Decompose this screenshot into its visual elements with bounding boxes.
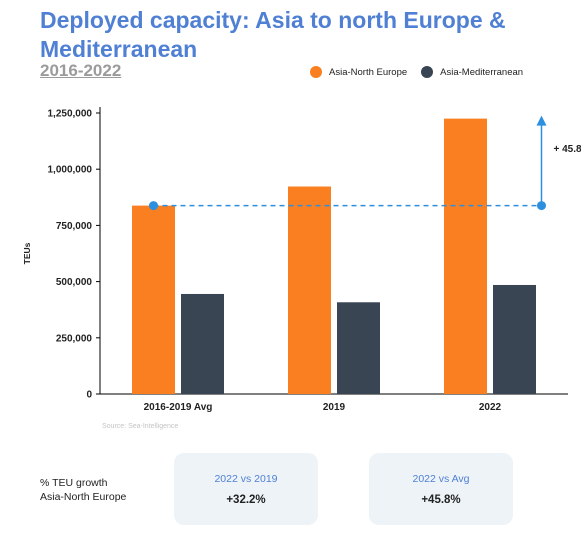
growth-card-value: +45.8%	[421, 494, 461, 506]
legend-item-asia-mediterranean: Asia-Mediterranean	[421, 66, 523, 78]
y-tick-label: 1,000,000	[48, 165, 93, 176]
growth-card-value: +32.2%	[226, 494, 266, 506]
bar-asia-mediterranean	[337, 302, 380, 394]
bar-asia-mediterranean	[493, 284, 536, 394]
growth-label-line2: Asia-North Europe	[40, 491, 127, 503]
growth-card-2022-vs-2019: 2022 vs 2019 +32.2%	[174, 453, 318, 525]
legend-item-asia-north-europe: Asia-North Europe	[310, 66, 407, 78]
growth-card-title: 2022 vs 2019	[214, 473, 278, 485]
growth-arrow-head	[536, 115, 547, 126]
legend-swatch-asia-north-europe	[310, 66, 322, 78]
bar-asia-mediterranean	[181, 293, 224, 394]
y-tick-label: 500,000	[56, 277, 93, 288]
chart-legend: Asia-North Europe Asia-Mediterranean	[310, 66, 537, 78]
x-tick-label: 2022	[479, 402, 502, 413]
y-tick-label: 250,000	[56, 333, 93, 344]
y-axis-label: TEUs	[22, 242, 32, 264]
x-tick-label: 2019	[323, 402, 346, 413]
y-tick-label: 0	[86, 390, 92, 401]
bar-asia-north-europe	[444, 118, 487, 395]
reference-point-start	[149, 201, 158, 211]
y-tick-label: 750,000	[56, 221, 93, 232]
chart-subtitle: 2016-2022	[40, 61, 122, 80]
y-tick-label: 1,250,000	[48, 109, 93, 120]
growth-label-line1: % TEU growth	[40, 477, 108, 489]
legend-label-asia-mediterranean: Asia-Mediterranean	[440, 66, 524, 78]
legend-label-asia-north-europe: Asia-North Europe	[329, 66, 408, 78]
source-note: Source: Sea-Intelligence	[102, 423, 179, 430]
growth-card-title: 2022 vs Avg	[412, 473, 470, 485]
bar-chart: 0 250,000 500,000 750,000 1,000,000 1,250,000…	[22, 107, 581, 413]
growth-label: % TEU growth Asia-North Europe	[40, 476, 126, 504]
bar-asia-north-europe	[288, 186, 331, 394]
growth-annotation: + 45.8%	[554, 144, 581, 155]
chart-title: Deployed capacity: Asia to north Europe …	[40, 7, 506, 62]
legend-swatch-asia-mediterranean	[421, 66, 434, 78]
bar-asia-north-europe	[132, 205, 175, 394]
x-tick-label: 2016-2019 Avg	[144, 402, 213, 413]
growth-card-2022-vs-avg: 2022 vs Avg +45.8%	[369, 453, 513, 525]
